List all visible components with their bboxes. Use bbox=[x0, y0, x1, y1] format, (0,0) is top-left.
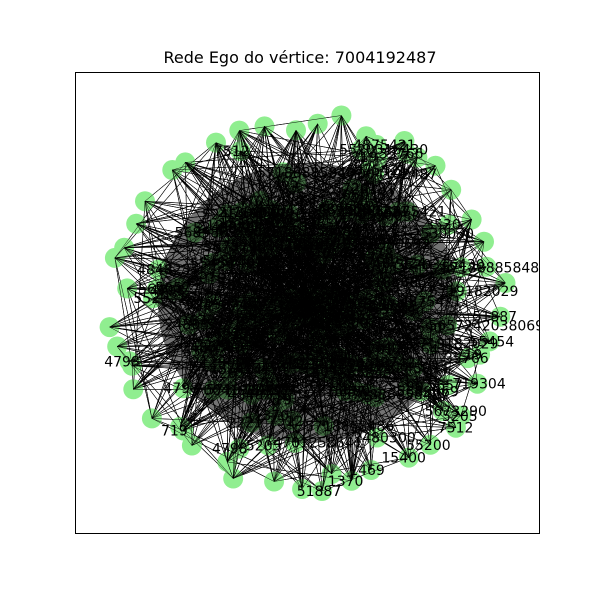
node-label: 51887 bbox=[473, 310, 518, 326]
node-label: 5520316430 bbox=[339, 143, 428, 159]
ego-network-graph: 5520316430700419248747012586416603527401… bbox=[99, 105, 540, 501]
node-label: 2480300 bbox=[353, 431, 415, 447]
node-label: 719304 bbox=[452, 377, 506, 393]
node-label: 35766 bbox=[444, 351, 489, 367]
node-label: 4875421 bbox=[353, 138, 415, 154]
node-label: 5673290 bbox=[425, 404, 487, 420]
node-label: 571888858487 bbox=[441, 260, 540, 276]
node-label: 15400 bbox=[381, 451, 426, 467]
chart-title: Rede Ego do vértice: 7004192487 bbox=[163, 48, 437, 67]
node-label: 5205 bbox=[246, 438, 282, 454]
node-label: 35766 bbox=[379, 147, 424, 163]
node-label: 55200 bbox=[406, 438, 451, 454]
node-label: 5205 bbox=[442, 409, 478, 425]
graph-node bbox=[107, 336, 128, 357]
graph-node bbox=[254, 116, 275, 137]
node-label: 7512 bbox=[214, 144, 250, 160]
node-label: 1469 bbox=[349, 463, 385, 479]
plot-frame: 5520316430700419248747012586416603527401… bbox=[75, 72, 540, 534]
labels-layer: 5520316430700419248747012586416603527401… bbox=[104, 115, 540, 500]
graph-node bbox=[126, 213, 147, 234]
node-label: 719 bbox=[351, 150, 378, 166]
node-label: 5657 bbox=[427, 378, 463, 394]
node-label: 51887 bbox=[297, 484, 342, 500]
node-label: 4798 bbox=[212, 442, 248, 458]
node-label: 719 bbox=[456, 348, 483, 364]
node-label: 719 bbox=[161, 424, 188, 440]
dense-core bbox=[158, 163, 458, 443]
graph-node bbox=[117, 278, 138, 299]
node-label: 1370 bbox=[328, 474, 364, 490]
node-label: 55454 bbox=[470, 334, 515, 350]
node-label: 4798 bbox=[104, 354, 140, 370]
node-label: 7512 bbox=[438, 421, 474, 437]
